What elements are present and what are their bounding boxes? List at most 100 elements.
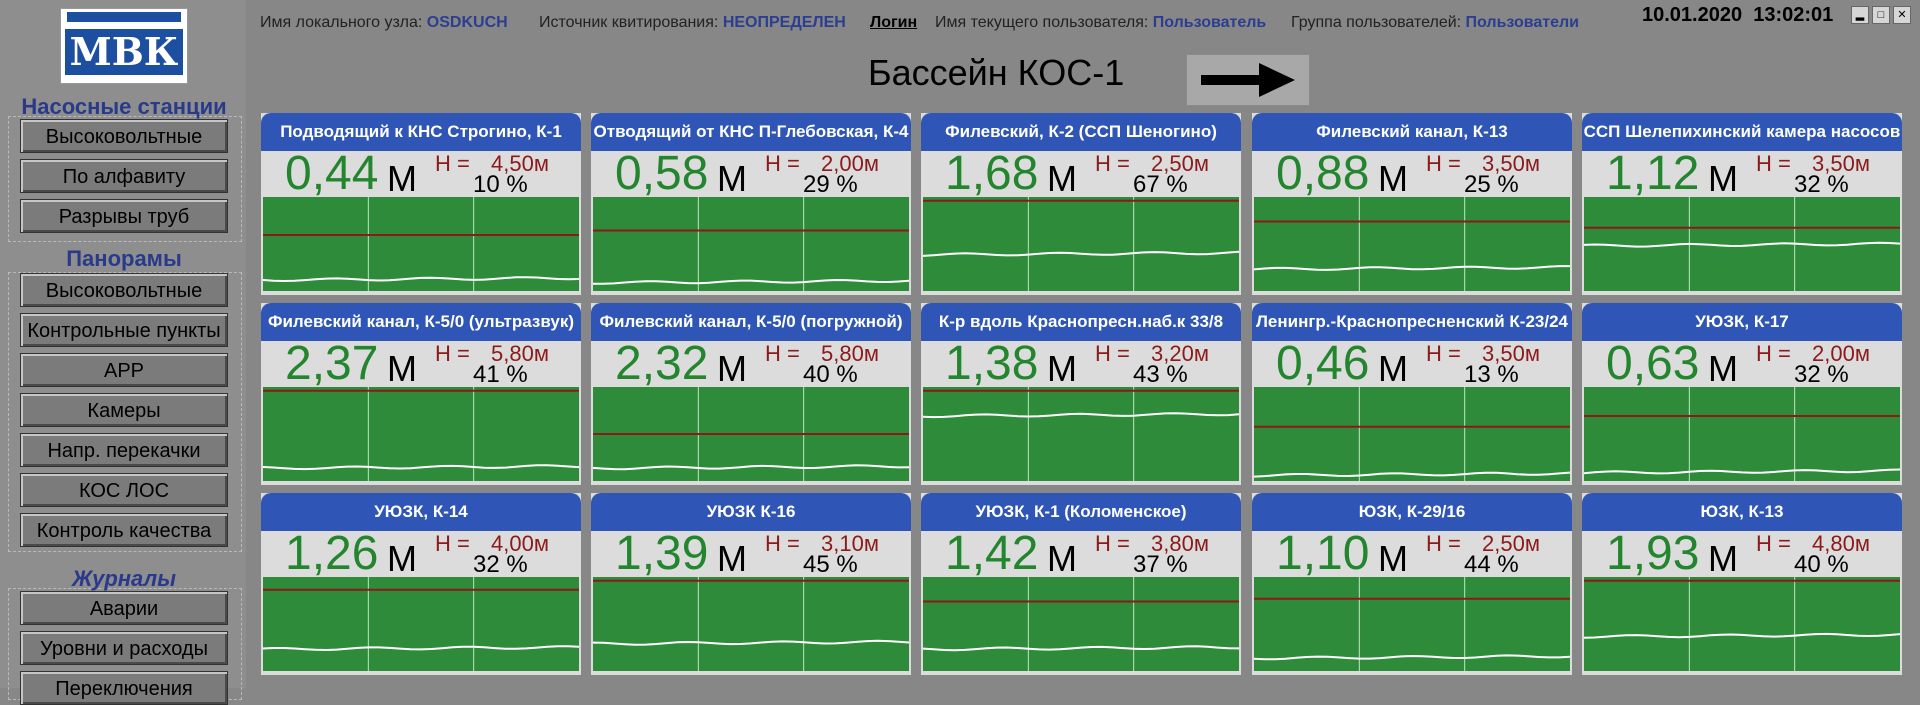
chart-background	[923, 197, 1239, 291]
maximize-icon[interactable]: □	[1872, 6, 1890, 24]
sidebar-button[interactable]: Уровни и расходы	[20, 631, 228, 665]
level-value: 1,68	[945, 147, 1039, 200]
level-trend-chart	[923, 197, 1239, 291]
level-trend-chart	[1254, 387, 1570, 481]
login-link[interactable]: Логин	[870, 14, 918, 31]
sidebar-button[interactable]: Аварии	[20, 591, 228, 625]
sidebar-button[interactable]: Камеры	[20, 393, 228, 427]
clock: 10.01.2020 13:02:01	[1642, 4, 1833, 27]
user-group-value: Пользователи	[1465, 14, 1580, 31]
current-user-info: Имя текущего пользователя: Пользователь	[935, 14, 1266, 32]
level-panel[interactable]: УЮЗК, К-17 0,63 М Н = 2,00м 32 %	[1582, 303, 1902, 485]
fill-percent: 41 %	[473, 361, 528, 388]
local-node-info: Имя локального узла: OSDKUCH	[260, 14, 508, 32]
local-node-value: OSDKUCH	[426, 14, 508, 31]
level-unit: М	[1378, 348, 1408, 389]
level-panel[interactable]: Филевский, К-2 (ССП Шеногино) 1,68 М Н = 2,5…	[921, 113, 1241, 295]
logo-text: МВК	[65, 29, 183, 75]
sidebar-button[interactable]: Переключения	[20, 671, 228, 705]
threshold-label: Н =	[1756, 531, 1791, 556]
threshold-label: Н =	[1095, 151, 1130, 176]
level-trend-chart	[1254, 577, 1570, 671]
level-panel[interactable]: Филевский канал, К-13 0,88 М Н = 3,50м 25 %	[1252, 113, 1572, 295]
sidebar-button[interactable]: Высоковольтные	[20, 119, 228, 153]
level-trend-line	[1584, 632, 1900, 639]
ack-source-info: Источник квитирования: НЕОПРЕДЕЛЕН	[539, 14, 846, 32]
panel-title: ССП Шелепихинский камера насосов	[1582, 113, 1902, 151]
sidebar-button[interactable]: Высоковольтные	[20, 273, 228, 307]
level-value: 0,46	[1276, 337, 1370, 390]
next-page-button[interactable]	[1186, 54, 1310, 106]
sidebar-button[interactable]: Разрывы труб	[20, 199, 228, 233]
level-trend-chart	[923, 577, 1239, 671]
ack-source-value: НЕОПРЕДЕЛЕН	[722, 14, 846, 31]
fill-percent: 32 %	[473, 551, 528, 578]
chart-background	[923, 577, 1239, 671]
level-trend-line	[593, 278, 909, 285]
level-panel[interactable]: Ленингр.-Краснопресненский К-23/24 0,46 М Н…	[1252, 303, 1572, 485]
ack-source-label: Источник квитирования:	[539, 14, 719, 31]
mvk-logo: МВК	[60, 8, 188, 84]
level-panel[interactable]: К-р вдоль Краснопресн.наб.к 33/8 1,38 М Н =…	[921, 303, 1241, 485]
level-unit: М	[717, 538, 747, 579]
sidebar-button[interactable]: АРР	[20, 353, 228, 387]
close-icon[interactable]: ✕	[1893, 6, 1911, 24]
panel-title: Филевский, К-2 (ССП Шеногино)	[921, 113, 1241, 151]
chart-background	[923, 387, 1239, 481]
sidebar-button[interactable]: Контрольные пункты	[20, 313, 228, 347]
level-panel[interactable]: Подводящий к КНС Строгино, К-1 0,44 М Н = 4,…	[261, 113, 581, 295]
panel-title: УЮЗК, К-14	[261, 493, 581, 531]
level-value: 2,32	[615, 337, 709, 390]
sidebar-section-frame	[8, 116, 242, 242]
chart-background	[1584, 387, 1900, 481]
level-value: 2,37	[285, 337, 379, 390]
threshold-value: 3,10м	[821, 531, 879, 556]
fill-percent: 45 %	[803, 551, 858, 578]
sidebar-section-title: Журналы	[71, 566, 177, 591]
sidebar: МВК Насосные станции Высоковольтные По алф…	[0, 0, 246, 705]
sidebar-button[interactable]: Контроль качества	[20, 513, 228, 547]
level-panel[interactable]: ЮЗК, К-29/16 1,10 М Н = 2,50м 44 %	[1252, 493, 1572, 675]
right-arrow-icon	[1201, 63, 1295, 97]
level-trend-chart	[1584, 387, 1900, 481]
level-trend-line	[923, 645, 1239, 652]
level-trend-line	[1584, 468, 1900, 475]
chart-background	[1254, 197, 1570, 291]
sidebar-button[interactable]: Напр. перекачки	[20, 433, 228, 467]
sidebar-section-frame	[8, 272, 242, 552]
sidebar-section-title: Панорамы	[66, 246, 182, 271]
level-unit: М	[717, 348, 747, 389]
threshold-value: 3,80м	[1151, 531, 1209, 556]
panel-title: ЮЗК, К-29/16	[1252, 493, 1572, 531]
threshold-value: 3,50м	[1482, 341, 1540, 366]
level-panel[interactable]: УЮЗК, К-1 (Коломенское) 1,42 М Н = 3,80м 37 %	[921, 493, 1241, 675]
level-trend-chart	[1584, 577, 1900, 671]
level-value: 0,44	[285, 147, 379, 200]
fill-percent: 40 %	[803, 361, 858, 388]
time: 13:02:01	[1753, 4, 1834, 26]
level-panel[interactable]: УЮЗК, К-14 1,26 М Н = 4,00м 32 %	[261, 493, 581, 675]
fill-percent: 29 %	[803, 171, 858, 198]
threshold-label: Н =	[1426, 151, 1461, 176]
threshold-label: Н =	[1095, 531, 1130, 556]
threshold-label: Н =	[1426, 531, 1461, 556]
level-panel[interactable]: ССП Шелепихинский камера насосов 1,12 М Н =…	[1582, 113, 1902, 295]
panel-title: Филевский канал, К-13	[1252, 113, 1572, 151]
threshold-value: 4,80м	[1812, 531, 1870, 556]
level-panel[interactable]: Филевский канал, К-5/0 (ультразвук) 2,37 М…	[261, 303, 581, 485]
sidebar-button[interactable]: КОС ЛОС	[20, 473, 228, 507]
level-panel[interactable]: Филевский канал, К-5/0 (погружной) 2,32 М Н…	[591, 303, 911, 485]
threshold-value: 5,80м	[821, 341, 879, 366]
level-unit: М	[1047, 158, 1077, 199]
level-panel[interactable]: ЮЗК, К-13 1,93 М Н = 4,80м 40 %	[1582, 493, 1902, 675]
threshold-label: Н =	[1095, 341, 1130, 366]
level-trend-line	[923, 412, 1239, 419]
level-value: 1,42	[945, 527, 1039, 580]
level-value: 0,88	[1276, 147, 1370, 200]
level-unit: М	[1047, 538, 1077, 579]
sidebar-button[interactable]: По алфавиту	[20, 159, 228, 193]
minimize-icon[interactable]: ▂	[1851, 6, 1869, 24]
level-panel[interactable]: Отводящий от КНС П-Глебовская, К-4 0,58 М Н…	[591, 113, 911, 295]
threshold-label: Н =	[435, 531, 470, 556]
level-panel[interactable]: УЮЗК К-16 1,39 М Н = 3,10м 45 %	[591, 493, 911, 675]
